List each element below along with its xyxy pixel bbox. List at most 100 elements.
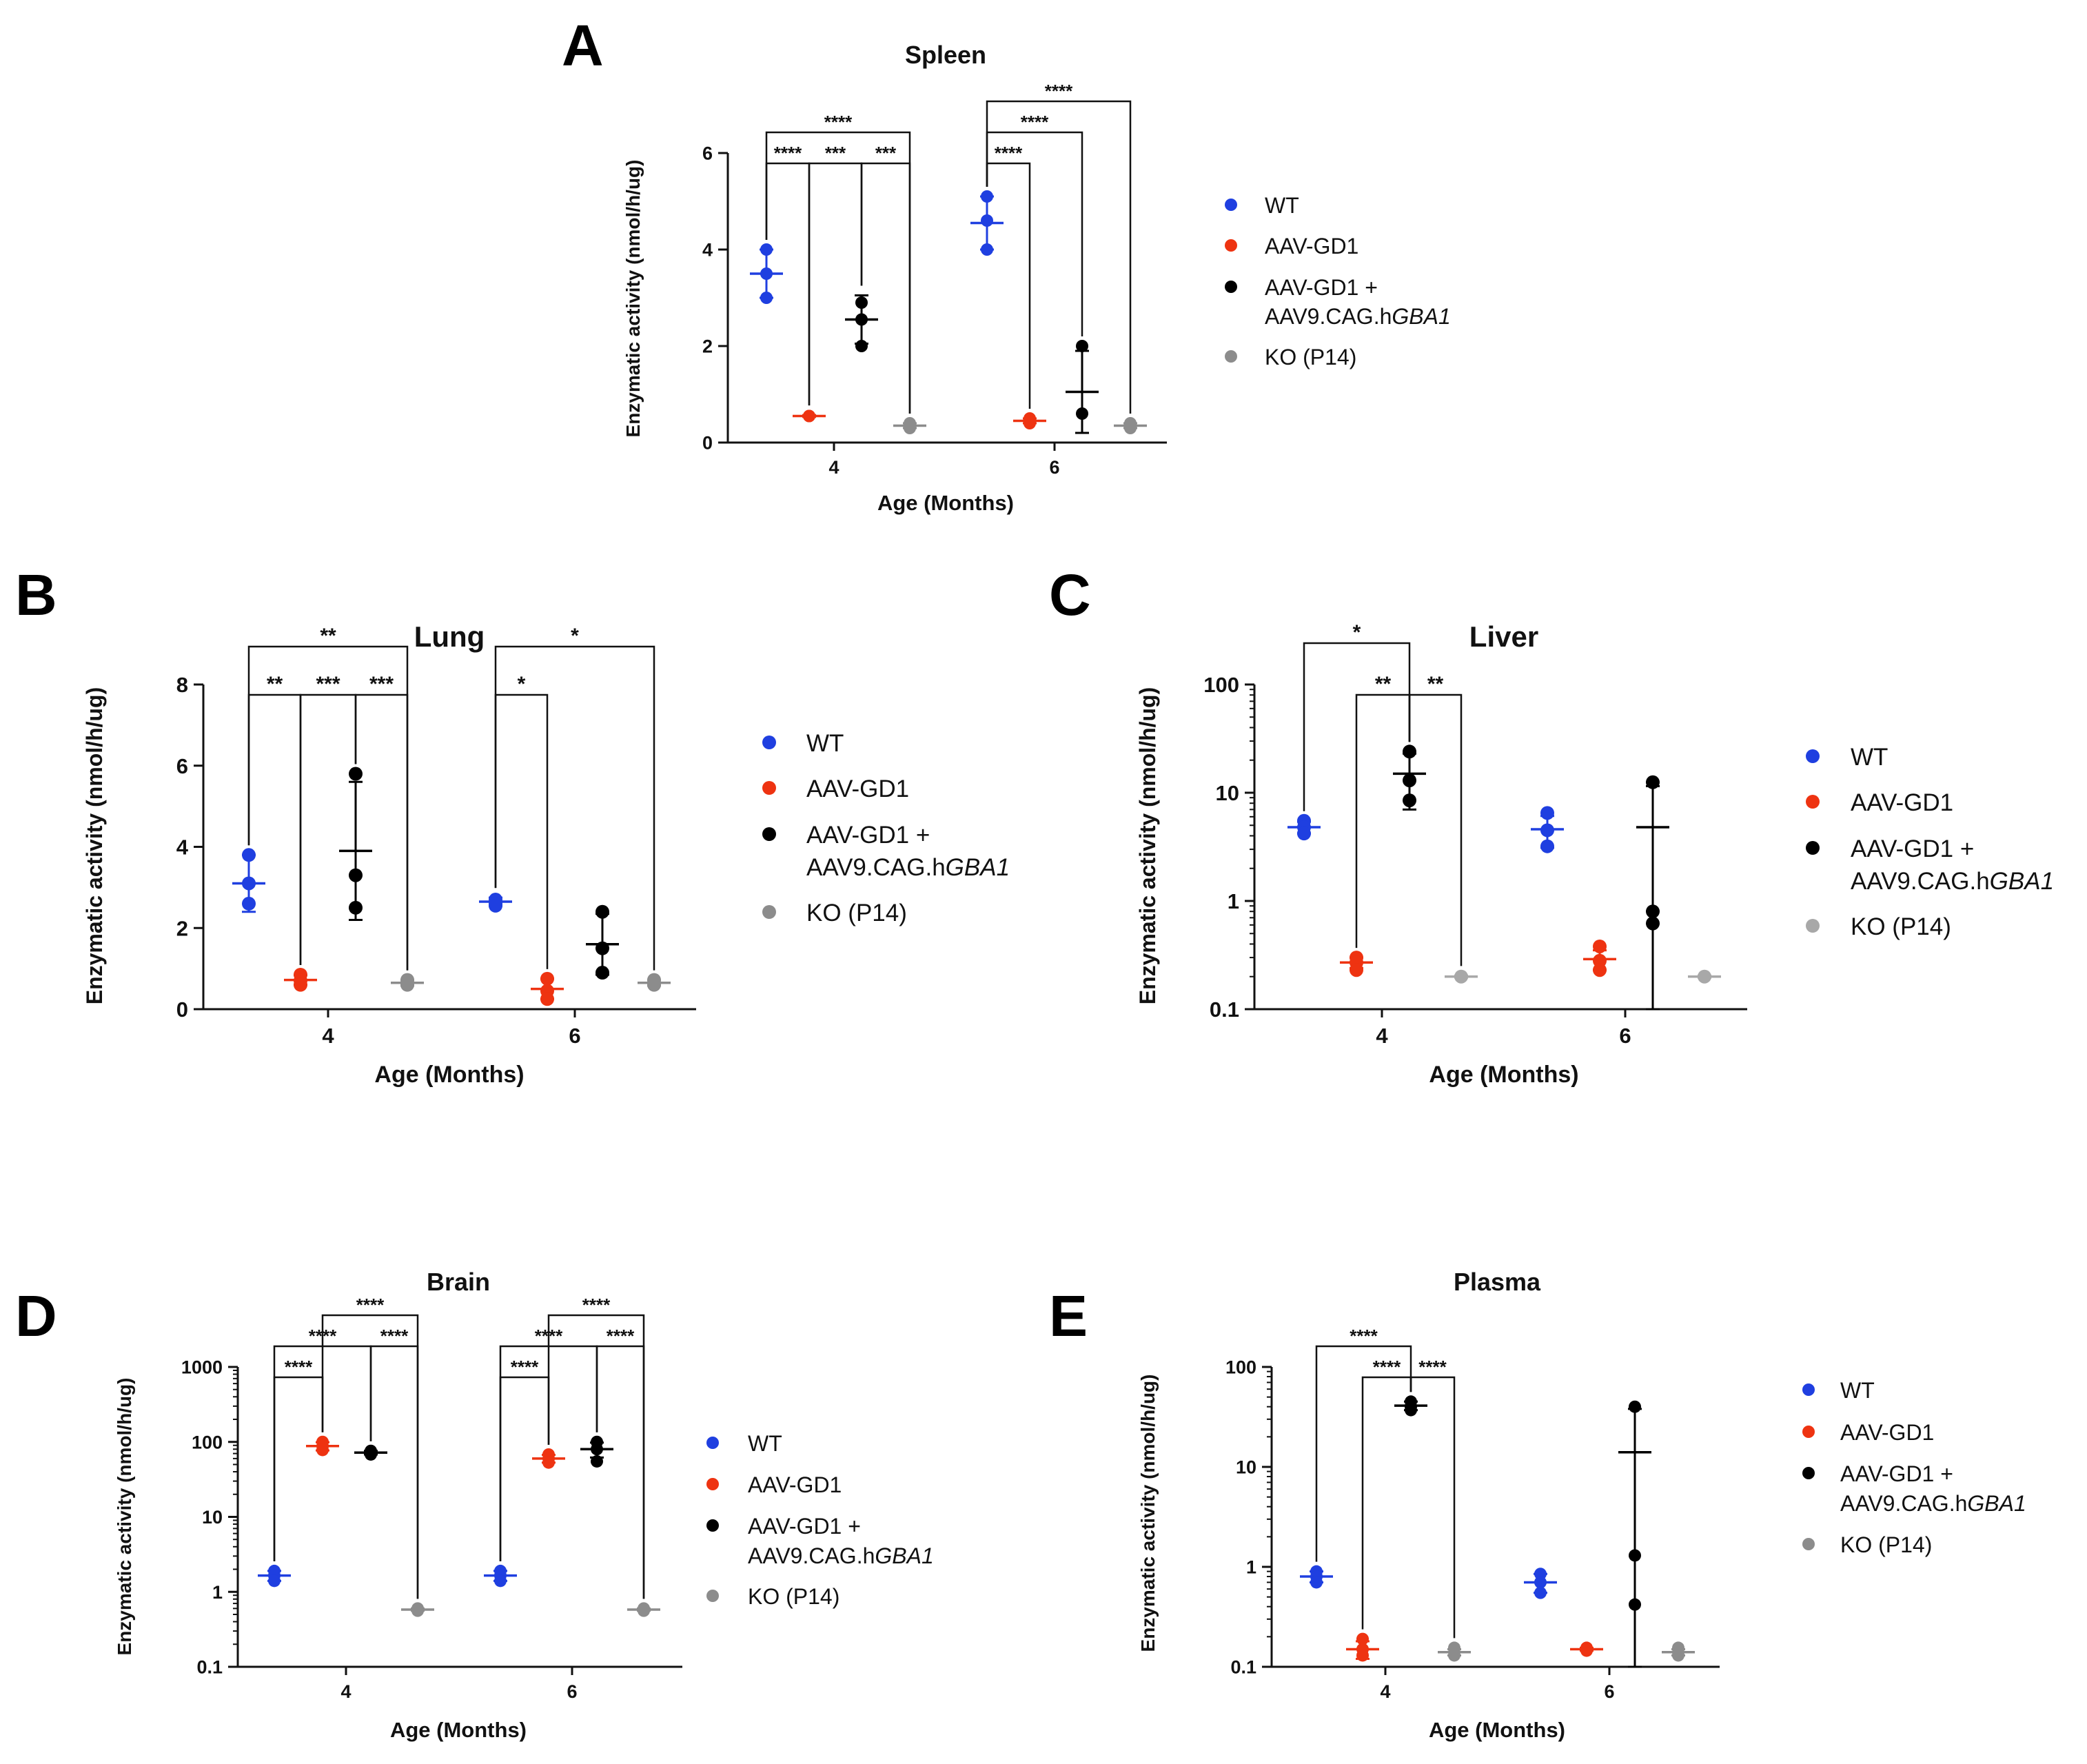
y-tick-label: 1 xyxy=(1228,889,1239,913)
legend-marker-aav-gd1-gba1 xyxy=(706,1519,719,1532)
data-point-aav-gd1 xyxy=(1580,1644,1593,1657)
significance-label: ** xyxy=(320,625,336,647)
significance-label: ** xyxy=(1427,673,1444,696)
significance-bracket xyxy=(1409,1376,1456,1639)
legend-label-aav9-prefix: AAV9.CAG.h xyxy=(806,854,946,881)
y-axis-label-lung: Enzymatic activity (nmol/h/ug) xyxy=(82,687,107,1005)
legend-label-aav-gd1-plus: AAV-GD1 + xyxy=(1851,835,1974,862)
significance-bracket xyxy=(499,1376,550,1561)
legend-brain: WT AAV-GD1 AAV-GD1 + AAV9.CAG.hGBA1 KO (… xyxy=(706,1431,934,1609)
data-point-aav-gd1 xyxy=(1593,939,1607,953)
legend-label-ko: KO (P14) xyxy=(1265,345,1356,369)
x-axis-label-brain: Age (Months) xyxy=(390,1718,527,1742)
legend-label-gba1: GBA1 xyxy=(1392,304,1450,329)
legend-marker-wt xyxy=(1802,1383,1815,1396)
data-point-aav-gd1-aav9-cag-hgba1 xyxy=(1646,916,1660,931)
x-tick-label: 6 xyxy=(1604,1681,1614,1702)
significance-label: **** xyxy=(1021,112,1049,132)
y-tick-label: 0.1 xyxy=(1230,1657,1256,1678)
data-point-aav-gd1-aav9-cag-hgba1 xyxy=(855,313,868,326)
data-point-aav-gd1-aav9-cag-hgba1 xyxy=(591,1443,603,1456)
y-tick-label: 2 xyxy=(702,336,713,357)
data-point-ko-p14 xyxy=(647,977,661,992)
data-point-wt xyxy=(1540,806,1554,820)
x-tick-label: 4 xyxy=(1380,1681,1390,1702)
legend-label-aav9-prefix: AAV9.CAG.h xyxy=(1840,1491,1967,1516)
x-tick-label: 6 xyxy=(569,1024,580,1048)
data-point-wt xyxy=(242,876,256,891)
data-point-aav-gd1 xyxy=(1356,1632,1369,1645)
data-point-aav-gd1-aav9-cag-hgba1 xyxy=(1076,407,1088,420)
significance-label: ** xyxy=(267,673,283,696)
legend-label-ko: KO (P14) xyxy=(1840,1532,1932,1557)
data-point-wt xyxy=(242,896,256,911)
data-point-wt xyxy=(1310,1576,1323,1589)
chart-title-lung: Lung xyxy=(414,620,485,653)
y-axis-label-liver: Enzymatic activity (nmol/h/ug) xyxy=(1135,687,1160,1005)
legend-marker-aav-gd1 xyxy=(1802,1426,1815,1438)
y-tick-label: 0.1 xyxy=(196,1657,223,1678)
legend-label-wt: WT xyxy=(748,1431,782,1456)
x-tick-label: 6 xyxy=(1049,457,1059,478)
legend-label-ko: KO (P14) xyxy=(1851,913,1951,940)
x-axis-label-lung: Age (Months) xyxy=(374,1062,524,1088)
data-point-wt xyxy=(1534,1586,1547,1599)
x-tick-label: 4 xyxy=(828,457,839,478)
data-point-aav-gd1 xyxy=(803,409,815,423)
data-point-aav-gd1 xyxy=(1024,417,1036,429)
data-point-aav-gd1-aav9-cag-hgba1 xyxy=(1403,793,1416,808)
y-tick-label: 1 xyxy=(212,1582,223,1603)
legend-marker-aav-gd1 xyxy=(762,781,776,795)
data-point-aav-gd1 xyxy=(540,971,554,986)
data-point-wt xyxy=(760,292,773,304)
y-tick-label: 10 xyxy=(202,1507,223,1528)
legend-label-aav9-prefix: AAV9.CAG.h xyxy=(748,1543,875,1568)
chart-title-liver: Liver xyxy=(1469,620,1538,653)
y-tick-label: 100 xyxy=(192,1432,223,1452)
legend-label-gba1: GBA1 xyxy=(1990,868,2054,895)
legend-lung: WT AAV-GD1 AAV-GD1 + AAV9.CAG.hGBA1 KO (… xyxy=(762,730,1010,926)
data-point-aav-gd1-aav9-cag-hgba1 xyxy=(1629,1598,1641,1611)
significance-bracket xyxy=(808,162,863,406)
legend-label-aav-gd1-plus: AAV-GD1 + xyxy=(748,1514,861,1539)
data-point-wt xyxy=(1297,827,1311,841)
legend-marker-aav-gd1 xyxy=(1225,239,1237,252)
data-point-aav-gd1-aav9-cag-hgba1 xyxy=(591,1454,603,1468)
legend-label-wt: WT xyxy=(1851,744,1888,771)
legend-label-aav-gd1-plus: AAV-GD1 + xyxy=(1265,275,1378,300)
y-tick-label: 1 xyxy=(1246,1557,1256,1578)
legend-label-aav9: AAV9.CAG.hGBA1 xyxy=(748,1543,934,1568)
data-point-wt xyxy=(981,190,993,203)
significance-label: * xyxy=(518,673,526,696)
data-point-ko-p14 xyxy=(1124,422,1137,434)
significance-label: **** xyxy=(607,1326,635,1346)
legend-label-aav-gd1: AAV-GD1 xyxy=(748,1472,842,1497)
legend-label-gba1: GBA1 xyxy=(875,1543,933,1568)
legend-marker-wt xyxy=(1225,199,1237,211)
significance-label: *** xyxy=(875,143,897,163)
x-tick-label: 4 xyxy=(340,1681,351,1702)
significance-bracket xyxy=(765,162,811,406)
legend-label-gba1: GBA1 xyxy=(1967,1491,2026,1516)
data-point-aav-gd1-aav9-cag-hgba1 xyxy=(365,1448,377,1461)
legend-label-aav9-prefix: AAV9.CAG.h xyxy=(1265,304,1392,329)
data-point-aav-gd1-aav9-cag-hgba1 xyxy=(349,767,363,781)
y-axis-label-spleen: Enzymatic activity (nmol/h/ug) xyxy=(622,160,644,438)
chart-title-spleen: Spleen xyxy=(905,41,986,69)
y-tick-label: 0 xyxy=(176,997,188,1022)
legend-label-aav9: AAV9.CAG.hGBA1 xyxy=(806,854,1010,881)
significance-label: **** xyxy=(824,112,853,132)
legend-label-gba1: GBA1 xyxy=(946,854,1010,881)
significance-label: **** xyxy=(1045,81,1073,101)
y-tick-label: 100 xyxy=(1225,1357,1256,1378)
significance-label: **** xyxy=(995,143,1023,163)
significance-bracket xyxy=(1355,693,1411,949)
significance-label: *** xyxy=(316,673,340,696)
plot-area-plasma: 0.1 1 10 100 4 6 **** **** **** xyxy=(1225,1326,1720,1702)
y-tick-label: 6 xyxy=(176,754,188,778)
data-point-wt xyxy=(242,848,256,862)
significance-label: *** xyxy=(369,673,394,696)
significance-bracket xyxy=(765,131,911,414)
data-point-ko-p14 xyxy=(411,1604,424,1617)
